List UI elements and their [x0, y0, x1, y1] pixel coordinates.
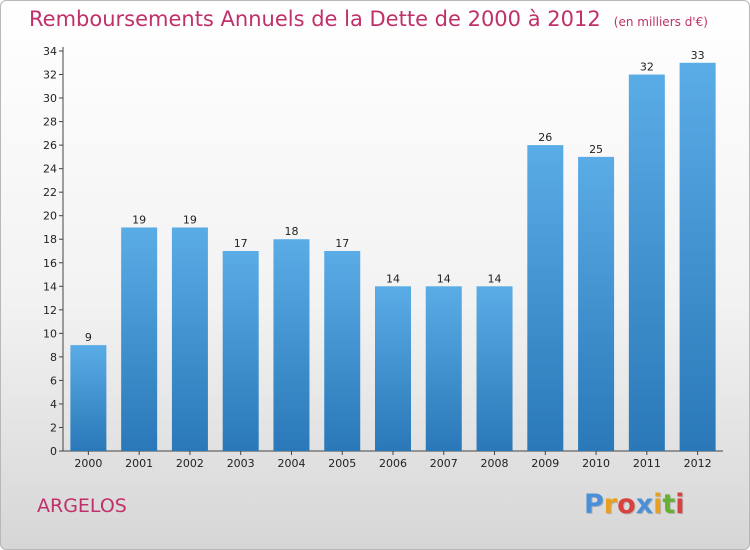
- data-label: 25: [589, 143, 603, 156]
- x-tick-label: 2001: [125, 457, 153, 470]
- x-tick-label: 2007: [430, 457, 458, 470]
- bar-2004: [273, 239, 310, 451]
- data-label: 33: [691, 49, 705, 62]
- logo-letter: r: [603, 489, 618, 520]
- bar-2008: [476, 286, 513, 451]
- x-tick-label: 2000: [74, 457, 102, 470]
- y-tick-label: 6: [50, 374, 57, 387]
- data-label: 19: [183, 213, 197, 226]
- y-tick-label: 34: [43, 45, 57, 58]
- y-tick-label: 2: [50, 421, 57, 434]
- logo-letter: x: [635, 489, 654, 520]
- data-label: 17: [234, 237, 248, 250]
- bar-2001: [121, 227, 158, 451]
- logo-letter: P: [584, 489, 604, 520]
- y-tick-label: 0: [50, 445, 57, 458]
- x-tick-label: 2011: [633, 457, 661, 470]
- chart-unit: (en milliers d'€): [613, 15, 708, 29]
- y-tick-label: 8: [50, 351, 57, 364]
- y-tick-label: 32: [43, 69, 57, 82]
- x-tick-label: 2005: [328, 457, 356, 470]
- y-tick-label: 26: [43, 139, 57, 152]
- data-label: 9: [85, 331, 92, 344]
- y-tick-label: 14: [43, 280, 57, 293]
- data-label: 32: [640, 61, 654, 74]
- x-tick-label: 2008: [481, 457, 509, 470]
- proxiti-logo[interactable]: Proxiti: [584, 489, 685, 520]
- title-row: Remboursements Annuels de la Dette de 20…: [29, 7, 708, 31]
- x-tick-label: 2004: [277, 457, 305, 470]
- data-label: 14: [386, 272, 400, 285]
- chart-title: Remboursements Annuels de la Dette de 20…: [29, 7, 601, 31]
- y-tick-label: 10: [43, 327, 57, 340]
- x-tick-label: 2006: [379, 457, 407, 470]
- y-tick-label: 28: [43, 116, 57, 129]
- bars: [70, 62, 716, 451]
- logo-letter: i: [675, 489, 685, 520]
- x-tick-label: 2010: [582, 457, 610, 470]
- x-tick-label: 2009: [531, 457, 559, 470]
- bar-2010: [578, 156, 615, 451]
- data-label: 18: [284, 225, 298, 238]
- x-tick-label: 2003: [227, 457, 255, 470]
- y-tick-label: 12: [43, 304, 57, 317]
- y-tick-label: 20: [43, 210, 57, 223]
- bar-2003: [222, 251, 259, 451]
- bar-2006: [375, 286, 411, 451]
- data-label: 19: [132, 213, 146, 226]
- bar-2007: [425, 286, 462, 451]
- bar-2012: [679, 62, 716, 451]
- data-label: 14: [437, 272, 451, 285]
- y-tick-label: 16: [43, 257, 57, 270]
- data-label: 26: [538, 131, 552, 144]
- data-label: 14: [488, 272, 502, 285]
- data-label: 17: [335, 237, 349, 250]
- y-tick-label: 18: [43, 233, 57, 246]
- labels: 0246810121416182022242628303234200092001…: [43, 45, 712, 470]
- y-tick-label: 4: [50, 398, 57, 411]
- bar-2011: [628, 74, 665, 451]
- x-tick-label: 2012: [684, 457, 712, 470]
- bar-2002: [171, 227, 208, 451]
- logo-letter: t: [662, 489, 676, 520]
- commune-name: ARGELOS: [37, 495, 127, 517]
- y-tick-label: 30: [43, 92, 57, 105]
- x-tick-label: 2002: [176, 457, 204, 470]
- logo-letter: o: [617, 489, 636, 520]
- y-tick-label: 22: [43, 186, 57, 199]
- y-tick-label: 24: [43, 163, 57, 176]
- logo-letter: i: [653, 489, 663, 520]
- bar-2005: [324, 251, 361, 451]
- bar-2009: [527, 145, 564, 451]
- bar-2000: [70, 345, 107, 451]
